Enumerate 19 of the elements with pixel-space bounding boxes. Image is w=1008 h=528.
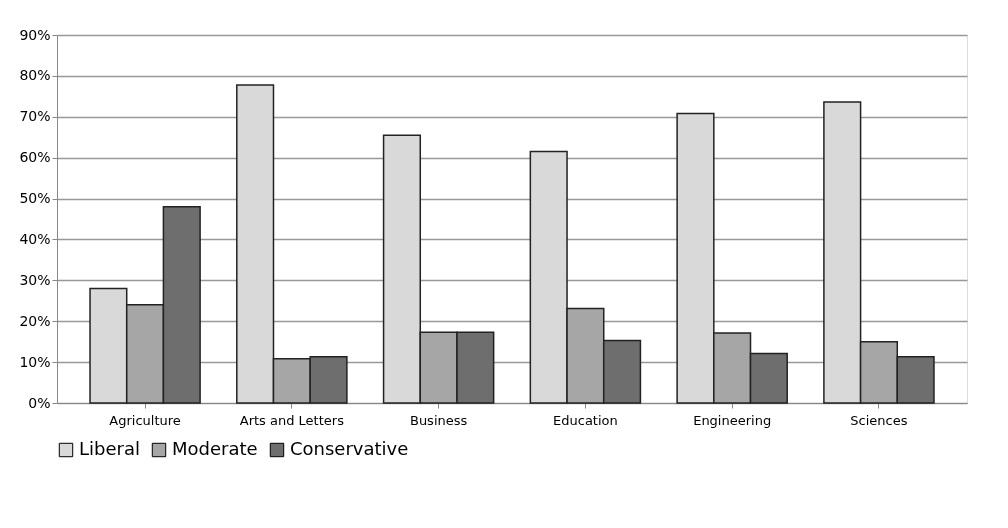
- x-tick-label: Education: [553, 412, 618, 428]
- legend-label: Liberal: [79, 438, 140, 459]
- legend-label: Conservative: [290, 438, 409, 459]
- y-tick-label: 70%: [19, 108, 51, 125]
- x-tick-label: Arts and Letters: [239, 412, 345, 428]
- y-tick-label: 0%: [28, 394, 51, 411]
- legend-label: Moderate: [172, 438, 258, 459]
- y-tick-label: 80%: [19, 67, 51, 84]
- y-tick-label: 20%: [19, 312, 51, 329]
- x-tick-label: Agriculture: [109, 412, 181, 428]
- y-tick-label: 60%: [19, 149, 51, 166]
- y-tick-label: 30%: [19, 271, 51, 288]
- x-tick-label: Sciences: [850, 412, 908, 428]
- x-tick-label: Engineering: [693, 412, 772, 428]
- y-tick-label: 50%: [19, 190, 51, 207]
- x-tick-label: Business: [409, 412, 468, 428]
- y-tick-label: 10%: [19, 353, 51, 370]
- y-tick-label: 90%: [19, 26, 51, 43]
- y-tick-label: 40%: [19, 230, 51, 247]
